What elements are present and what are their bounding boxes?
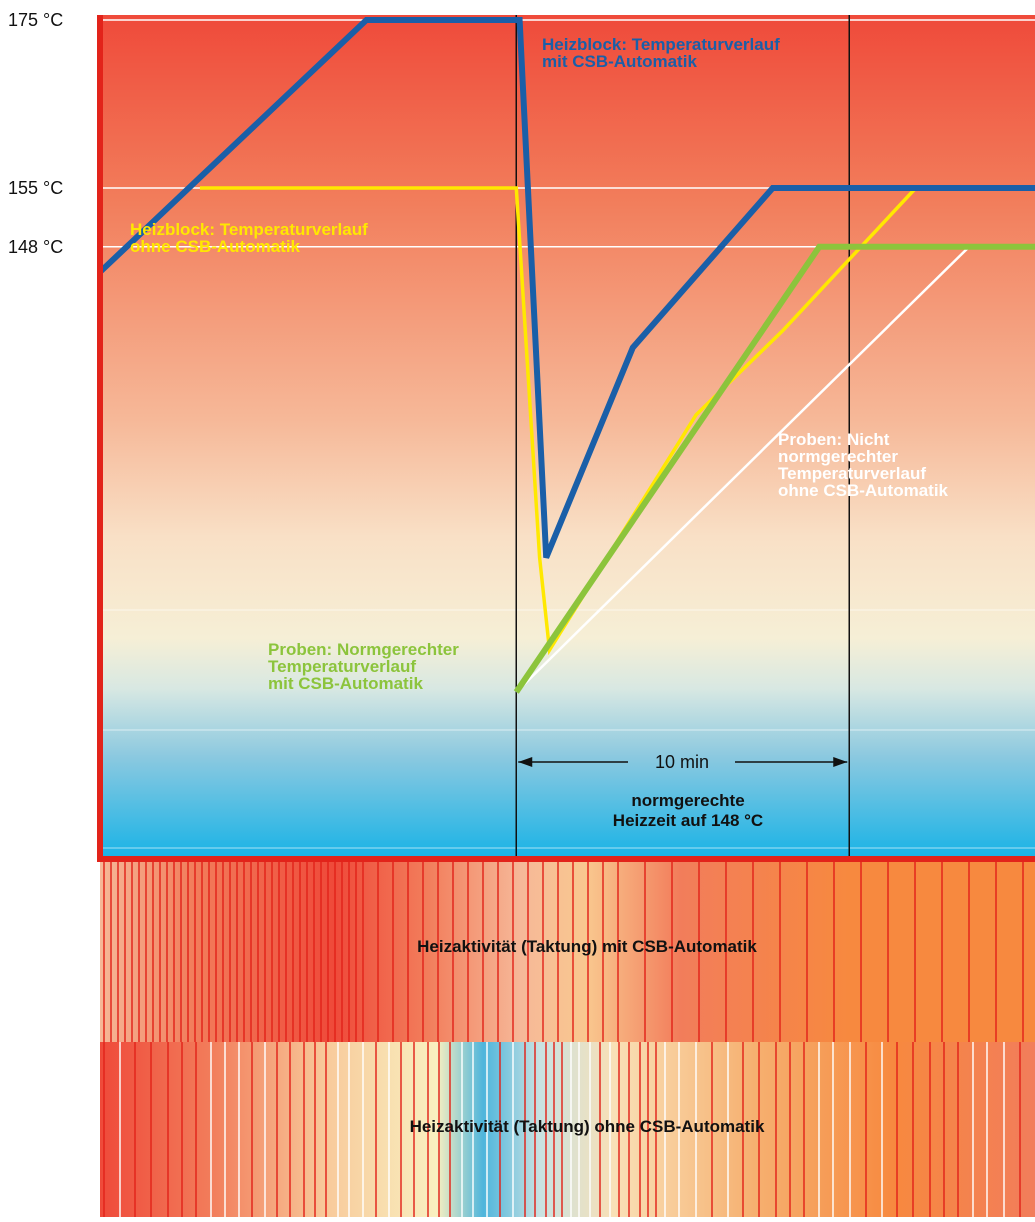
- interval-label: 10 min: [655, 752, 709, 772]
- series-line-samples-with: [513, 243, 1035, 694]
- series-line-block-without: [199, 186, 918, 656]
- activity-stripes-without: [103, 1042, 1021, 1217]
- y-tick-labels: 175 °C 155 °C 148 °C: [8, 10, 63, 257]
- interval-annotation: 10 min normgerechte Heizzeit auf 148 °C: [518, 752, 848, 830]
- series-lines: [97, 17, 1035, 694]
- activity-bar-without-background: [100, 1042, 1035, 1222]
- plot-background: [100, 15, 1035, 857]
- activity-bar-with-background: [100, 862, 1035, 1042]
- marker-lines: [515, 15, 850, 862]
- heating-time-label: normgerechte Heizzeit auf 148 °C: [613, 791, 763, 830]
- activity-stripes-with: [103, 862, 1024, 1042]
- y-tick-label: 155 °C: [8, 178, 63, 198]
- y-tick-label: 175 °C: [8, 10, 63, 30]
- interval-arrowhead-left: [518, 757, 533, 767]
- activity-bar-without-label: Heizaktivität (Taktung) ohne CSB-Automat…: [410, 1117, 765, 1136]
- activity-bar-with-label: Heizaktivität (Taktung) mit CSB-Automati…: [417, 937, 757, 956]
- series-label-samples-with: Proben: Normgerechter Temperaturverlauf mi…: [268, 640, 459, 693]
- series-labels: Heizblock: Temperaturverlauf mit CSB-Auto…: [130, 35, 949, 693]
- series-line-samples-without: [515, 245, 970, 693]
- series-label-block-with: Heizblock: Temperaturverlauf mit CSB-Auto…: [542, 35, 780, 71]
- y-tick-label: 148 °C: [8, 237, 63, 257]
- series-line-block-with: [97, 17, 1035, 559]
- series-label-block-without: Heizblock: Temperaturverlauf ohne CSB-Aut…: [130, 220, 368, 256]
- interval-arrowhead-right: [833, 757, 848, 767]
- series-label-samples-without: Proben: Nicht normgerechter Temperaturverl…: [778, 430, 949, 500]
